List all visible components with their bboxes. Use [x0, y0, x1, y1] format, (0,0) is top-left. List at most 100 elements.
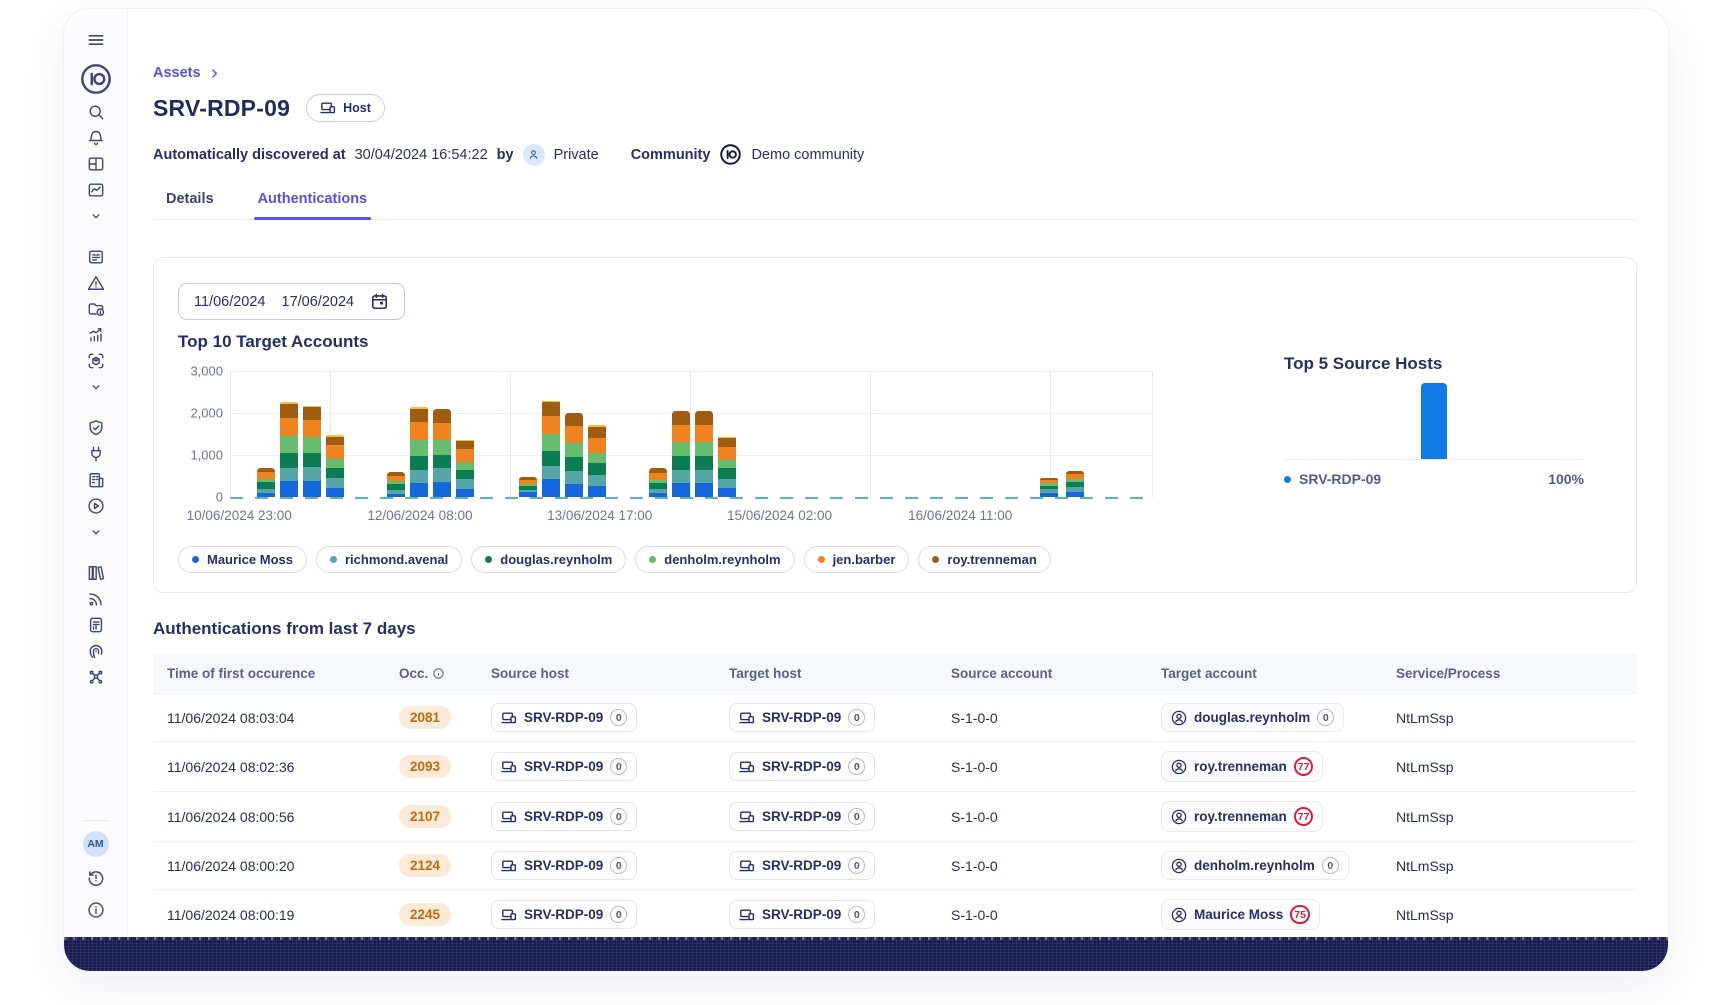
legend-label: douglas.reynholm: [500, 552, 613, 567]
stacked-bar[interactable]: [587, 425, 606, 497]
statistics-icon[interactable]: [76, 322, 116, 348]
account-chip[interactable]: douglas.reynholm 0: [1161, 703, 1345, 732]
about-icon[interactable]: [76, 897, 116, 923]
host-chip[interactable]: SRV-RDP-09 0: [491, 851, 638, 880]
host-chip[interactable]: SRV-RDP-09 0: [729, 752, 876, 781]
stacked-bar[interactable]: [1040, 478, 1059, 497]
brand-logo-icon[interactable]: [76, 59, 116, 99]
chevron-right-icon: [211, 68, 217, 78]
col-target-host[interactable]: Target host: [715, 654, 937, 694]
info-icon[interactable]: [432, 667, 445, 680]
stacked-bar[interactable]: [694, 411, 713, 497]
legend-chip[interactable]: Maurice Moss: [178, 546, 307, 573]
account-icon: [1171, 710, 1187, 725]
search-icon[interactable]: [76, 99, 116, 125]
topology-icon[interactable]: [76, 664, 116, 690]
source-host-bar[interactable]: [1421, 383, 1447, 459]
account-chip[interactable]: roy.trenneman 77: [1161, 751, 1324, 782]
reports-icon[interactable]: [76, 612, 116, 638]
legend-label: Maurice Moss: [207, 552, 293, 567]
table-row[interactable]: 11/06/2024 08:00:56 2107 SRV-RDP-09 0 SRV-RD…: [153, 791, 1637, 842]
breadcrumb-assets-link[interactable]: Assets: [153, 65, 201, 81]
stacked-bar[interactable]: [648, 468, 667, 497]
chevron-down-icon[interactable]: [76, 203, 116, 229]
legend-chip[interactable]: roy.trenneman: [918, 546, 1051, 573]
stacked-bar[interactable]: [256, 467, 275, 497]
legend-chip[interactable]: douglas.reynholm: [471, 546, 627, 573]
stacked-bar[interactable]: [325, 435, 344, 497]
host-chip[interactable]: SRV-RDP-09 0: [729, 703, 876, 732]
host-chip[interactable]: SRV-RDP-09 0: [491, 752, 638, 781]
history-icon[interactable]: [76, 865, 116, 891]
stacked-bar[interactable]: [541, 400, 560, 497]
legend-dot: [649, 556, 657, 563]
account-chip[interactable]: roy.trenneman 77: [1161, 801, 1324, 832]
stacked-bar[interactable]: [302, 405, 321, 497]
host-chip[interactable]: SRV-RDP-09 0: [491, 703, 638, 732]
table-row[interactable]: 11/06/2024 08:00:20 2124 SRV-RDP-09 0 SRV-RD…: [153, 841, 1637, 890]
host-icon: [739, 860, 755, 871]
news-icon[interactable]: [76, 244, 116, 270]
stacked-bar[interactable]: [432, 409, 451, 497]
legend-chip[interactable]: richmond.avenal: [315, 546, 463, 573]
table-row[interactable]: 11/06/2024 08:03:04 2081 SRV-RDP-09 0 SRV-RD…: [153, 693, 1637, 742]
col-occ[interactable]: Occ.: [385, 654, 477, 694]
x-axis: 10/06/2024 23:00 12/06/2024 08:00 13/06/20…: [187, 508, 1152, 526]
col-time[interactable]: Time of first occurence: [153, 654, 385, 694]
legend-dot: [1284, 475, 1291, 483]
alerts-triangle-icon[interactable]: [76, 270, 116, 296]
user-avatar[interactable]: AM: [82, 831, 109, 857]
date-range-picker[interactable]: 11/06/2024 17/06/2024: [178, 283, 406, 320]
menu-icon[interactable]: [76, 27, 116, 53]
legend-chip[interactable]: denholm.reynholm: [635, 546, 795, 573]
feed-icon[interactable]: [76, 586, 116, 612]
stacked-bar[interactable]: [409, 407, 428, 497]
stacked-bar[interactable]: [455, 439, 474, 497]
integrations-icon[interactable]: [76, 441, 116, 467]
account-chip-name: Maurice Moss: [1194, 907, 1284, 922]
folder-info-icon[interactable]: [76, 296, 116, 322]
stacked-bar[interactable]: [386, 471, 405, 497]
host-chip[interactable]: SRV-RDP-09 0: [491, 802, 638, 831]
dashboard-icon[interactable]: [76, 151, 116, 177]
host-chip[interactable]: SRV-RDP-09 0: [491, 900, 638, 929]
host-icon: [739, 909, 755, 920]
chevron-down-icon[interactable]: [76, 374, 116, 400]
tutorials-icon[interactable]: [76, 493, 116, 519]
scan-icon[interactable]: [76, 348, 116, 374]
host-chip[interactable]: SRV-RDP-09 0: [729, 900, 876, 929]
tab-details[interactable]: Details: [166, 191, 214, 207]
host-icon: [320, 102, 336, 114]
stacked-bar[interactable]: [279, 402, 298, 497]
organization-icon[interactable]: [76, 467, 116, 493]
stacked-bar[interactable]: [518, 476, 537, 497]
table-row[interactable]: 11/06/2024 08:02:36 2093 SRV-RDP-09 0 SRV-RD…: [153, 741, 1637, 792]
service-cell: NtLmSsp: [1382, 889, 1637, 939]
stacked-bar[interactable]: [671, 411, 690, 497]
account-chip[interactable]: Maurice Moss 75: [1161, 899, 1320, 930]
activity-chart-icon[interactable]: [76, 177, 116, 203]
col-source-account[interactable]: Source account: [937, 654, 1147, 694]
table-row[interactable]: 11/06/2024 08:00:19 2245 SRV-RDP-09 0 SRV-RD…: [153, 889, 1637, 939]
page-title: SRV-RDP-09: [153, 94, 291, 121]
legend-chip[interactable]: jen.barber: [803, 546, 910, 573]
col-service[interactable]: Service/Process: [1382, 654, 1637, 694]
stacked-bar[interactable]: [564, 412, 583, 497]
col-target-account[interactable]: Target account: [1147, 654, 1382, 694]
account-chip[interactable]: denholm.reynholm 0: [1161, 851, 1349, 880]
community-name: Demo community: [751, 146, 865, 163]
host-chip[interactable]: SRV-RDP-09 0: [729, 851, 876, 880]
host-chip-name: SRV-RDP-09: [524, 858, 604, 873]
stacked-bar[interactable]: [1066, 471, 1085, 497]
source-host-legend-item[interactable]: SRV-RDP-09: [1284, 471, 1381, 487]
col-source-host[interactable]: Source host: [477, 654, 715, 694]
chevron-down-icon[interactable]: [76, 519, 116, 545]
shield-icon[interactable]: [76, 415, 116, 441]
stacked-bar[interactable]: [717, 436, 736, 497]
trace-icon[interactable]: [76, 638, 116, 664]
host-chip[interactable]: SRV-RDP-09 0: [729, 802, 876, 831]
breadcrumb[interactable]: Assets: [153, 65, 221, 81]
notifications-icon[interactable]: [76, 125, 116, 151]
library-icon[interactable]: [76, 560, 116, 586]
tab-authentications[interactable]: Authentications: [253, 183, 371, 220]
